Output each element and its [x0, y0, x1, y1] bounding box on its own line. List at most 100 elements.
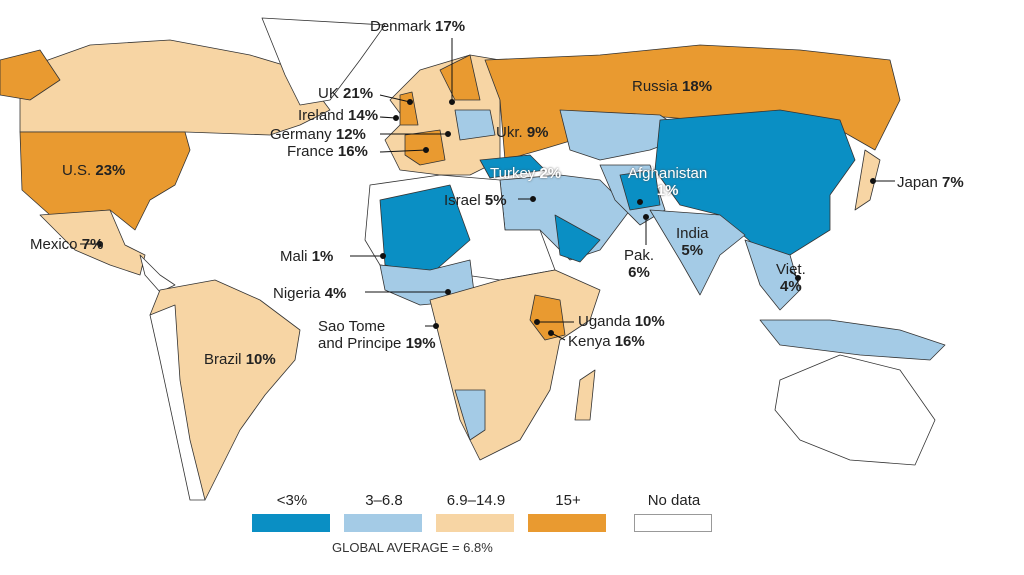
country-value: 1%	[656, 182, 679, 199]
label-nigeria: Nigeria 4%	[273, 285, 346, 302]
country-name: Turkey	[490, 165, 536, 182]
country-value: 2%	[539, 165, 562, 182]
country-name: India	[676, 225, 709, 242]
legend-label-nodata: No data	[647, 492, 701, 509]
label-uk: UK 21%	[318, 85, 373, 102]
country-value: 12%	[335, 126, 366, 143]
label-viet: Viet. 4%	[776, 261, 806, 295]
country-name: UK	[318, 85, 339, 102]
region-india	[649, 209, 746, 296]
country-value: 1%	[311, 248, 334, 265]
country-value: 17%	[435, 18, 466, 35]
marker-afghanistan	[637, 199, 643, 205]
country-value: 9%	[526, 124, 549, 141]
region-east-europe	[454, 109, 496, 141]
label-mali: Mali 1%	[280, 248, 333, 265]
label-turkey: Turkey 2%	[490, 165, 561, 182]
country-name: Brazil	[204, 351, 242, 368]
region-alaska	[0, 49, 61, 101]
label-afghanistan: Afghanistan 1%	[628, 165, 707, 199]
label-france: France 16%	[287, 143, 368, 160]
leader-line-kenya	[550, 332, 566, 341]
country-name: Russia	[632, 78, 678, 95]
region-saudi-yemen	[554, 214, 601, 263]
country-name: Mexico	[30, 236, 78, 253]
country-name: Sao Tome	[318, 318, 386, 335]
country-value: 23%	[95, 162, 126, 179]
label-israel: Israel 5%	[444, 192, 507, 209]
leader-line-ireland	[379, 116, 397, 119]
label-ukr: Ukr. 9%	[496, 124, 549, 141]
country-name: U.S.	[62, 162, 92, 179]
region-south-america-west	[149, 304, 206, 501]
country-name: Pak.	[624, 247, 655, 264]
region-us	[19, 131, 191, 231]
legend-swatch-3to6.8	[344, 514, 422, 532]
label-uganda: Uganda 10%	[578, 313, 665, 330]
country-value: 16%	[337, 143, 368, 160]
country-name: Mali	[280, 248, 308, 265]
region-afghanistan	[619, 169, 661, 211]
label-sao-tome: Sao Tome and Principe 19%	[318, 318, 436, 352]
country-value: 16%	[614, 333, 645, 350]
country-value: 6%	[628, 264, 650, 281]
region-japan	[854, 149, 881, 211]
country-value: 18%	[682, 78, 713, 95]
label-germany: Germany 12%	[270, 126, 366, 143]
region-indonesia	[759, 319, 946, 361]
country-name: Uganda	[578, 313, 631, 330]
country-name: Nigeria	[273, 285, 321, 302]
label-denmark: Denmark 17%	[370, 18, 465, 35]
country-name: Ireland	[298, 107, 344, 124]
label-brazil: Brazil 10%	[204, 351, 276, 368]
label-kenya: Kenya 16%	[568, 333, 645, 350]
country-name: Germany	[270, 126, 332, 143]
region-madagascar	[574, 369, 596, 421]
country-name: Afghanistan	[628, 165, 708, 182]
region-scandinavia	[439, 54, 481, 101]
label-russia: Russia 18%	[632, 78, 712, 95]
label-india: India 5%	[676, 225, 709, 259]
leader-line-uk	[379, 94, 411, 103]
country-value: 4%	[780, 278, 802, 295]
legend-swatch-15plus	[528, 514, 606, 532]
country-name: Japan	[897, 174, 938, 191]
country-value: 21%	[343, 85, 374, 102]
country-value: 5%	[484, 192, 507, 209]
country-name: France	[287, 143, 334, 160]
region-greenland	[261, 17, 386, 106]
country-value: 19%	[405, 335, 436, 352]
legend-label-lt3: <3%	[276, 492, 308, 509]
country-value: 10%	[245, 351, 276, 368]
region-central-america	[139, 254, 176, 293]
label-ireland: Ireland 14%	[298, 107, 378, 124]
country-value: 7%	[81, 236, 104, 253]
country-name: Viet.	[776, 261, 806, 278]
country-value: 14%	[348, 107, 379, 124]
country-name: Denmark	[370, 18, 431, 35]
legend-swatch-nodata	[634, 514, 712, 532]
legend-label-6.9to14.9: 6.9–14.9	[446, 492, 506, 509]
region-kenya	[529, 294, 566, 341]
legend-swatch-lt3	[252, 514, 330, 532]
legend-label-3to6.8: 3–6.8	[365, 492, 403, 509]
country-value: 7%	[942, 174, 964, 191]
region-namibia	[454, 389, 486, 441]
label-u-s: U.S. 23%	[62, 162, 125, 179]
label-japan: Japan 7%	[897, 174, 964, 191]
country-value: 4%	[324, 285, 347, 302]
region-china	[654, 109, 856, 256]
legend-swatch-6.9to14.9	[436, 514, 514, 532]
country-name-line2: and Principe	[318, 335, 402, 352]
leader-line-france	[379, 149, 427, 153]
country-value: 10%	[634, 313, 665, 330]
country-value: 5%	[681, 242, 704, 259]
leader-line-viet	[789, 269, 799, 279]
country-name: Israel	[444, 192, 481, 209]
global-average: GLOBAL AVERAGE = 6.8%	[332, 540, 493, 555]
region-africa-south	[429, 269, 601, 461]
region-central-asia	[559, 109, 691, 161]
label-pak: Pak. 6%	[624, 247, 654, 281]
region-turkey	[479, 154, 546, 179]
